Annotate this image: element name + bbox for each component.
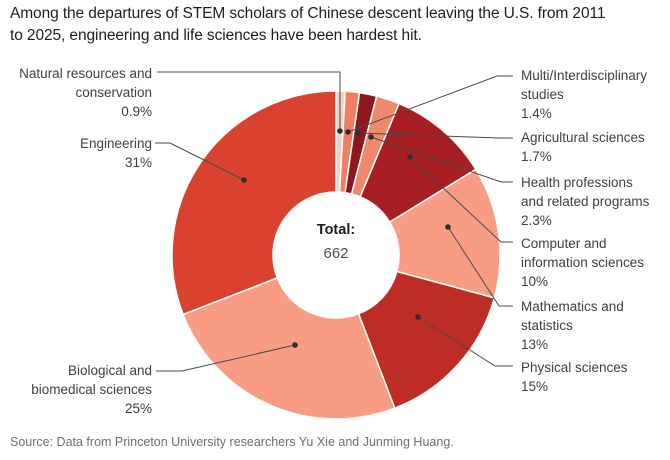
- segment-label-line: conservation: [75, 85, 152, 100]
- total-label: Total:: [316, 222, 356, 238]
- segment-pct-label: 25%: [124, 401, 152, 416]
- segment-pct-label: 15%: [521, 379, 549, 394]
- segment-label-natural-resources: Natural resources and conservation 0.9%: [19, 64, 152, 121]
- leader-dot-natural-resources: [337, 128, 343, 134]
- chart-title-line-1: Among the departures of STEM scholars of…: [10, 5, 606, 22]
- chart-title: Among the departures of STEM scholars of…: [10, 3, 662, 47]
- leader-dot-health-professions: [368, 134, 374, 140]
- leader-line-multi-interdisciplinary: [347, 75, 513, 133]
- leader-dot-biological-biomedical: [292, 342, 298, 348]
- segment-label-engineering: Engineering 31%: [80, 134, 152, 172]
- leader-line-health-professions: [370, 136, 513, 183]
- segment-label-line: statistics: [521, 318, 573, 333]
- total-value: 662: [323, 245, 349, 262]
- pie-segment-engineering: [171, 90, 337, 316]
- segment-label-line: Health professions: [521, 175, 633, 190]
- segment-label-line: Natural resources and: [19, 66, 152, 81]
- segment-label-line: Mathematics and: [521, 299, 624, 314]
- chart-title-line-2: to 2025, engineering and life sciences h…: [10, 27, 422, 44]
- leader-line-computer-information: [409, 156, 513, 243]
- segment-label-line: Biological and: [67, 363, 152, 378]
- source-credit: Source: Data from Princeton University r…: [10, 435, 454, 449]
- segment-label-multi-interdisciplinary: Multi/Interdisciplinary studies 1.4%: [521, 66, 647, 123]
- segment-label-health-professions: Health professions and related programs 2.…: [521, 173, 649, 230]
- leader-line-engineering: [155, 142, 245, 181]
- segment-pct-label: 13%: [521, 337, 549, 352]
- segment-label-agricultural-sciences: Agricultural sciences 1.7%: [521, 128, 645, 166]
- segment-label-biological-biomedical: Biological and biomedical sciences 25%: [31, 361, 152, 418]
- segment-label-line: Multi/Interdisciplinary: [521, 68, 648, 83]
- leader-dot-multi-interdisciplinary: [345, 129, 351, 135]
- segment-pct-label: 1.4%: [521, 106, 552, 121]
- segment-label-line: Engineering: [79, 136, 152, 151]
- segment-label-line: biomedical sciences: [31, 382, 152, 397]
- segment-label-computer-information: Computer and information sciences 10%: [521, 234, 644, 291]
- leader-line-mathematics-statistics: [447, 226, 513, 307]
- segment-label-line: Agricultural sciences: [521, 130, 645, 145]
- leader-line-agricultural-sciences: [357, 132, 513, 139]
- leader-dot-computer-information: [407, 154, 413, 160]
- segment-label-line: Computer and: [521, 236, 607, 251]
- segment-pct-label: 1.7%: [521, 149, 552, 164]
- segment-pct-label: 10%: [521, 274, 549, 289]
- leader-dot-mathematics-statistics: [445, 224, 451, 230]
- leader-line-natural-resources: [157, 71, 341, 131]
- segment-label-line: and related programs: [521, 194, 650, 209]
- leader-dot-physical-sciences: [415, 314, 421, 320]
- pie-segment-physical-sciences: [357, 270, 496, 409]
- leader-line-biological-biomedical: [156, 344, 296, 372]
- segment-label-line: studies: [521, 87, 564, 102]
- segment-pct-label: 2.3%: [521, 213, 552, 228]
- segment-label-line: Physical sciences: [521, 360, 628, 375]
- segment-pct-label: 0.9%: [121, 104, 152, 119]
- pie-segment-biological-biomedical: [182, 277, 396, 420]
- donut-center-text: Total: 662: [276, 222, 396, 262]
- leader-dot-engineering: [241, 177, 247, 183]
- segment-label-mathematics-statistics: Mathematics and statistics 13%: [521, 297, 624, 354]
- leader-dot-agricultural-sciences: [355, 130, 361, 136]
- pie-segment-mathematics-statistics: [388, 168, 501, 299]
- segment-label-physical-sciences: Physical sciences 15%: [521, 358, 628, 396]
- leader-line-physical-sciences: [417, 316, 513, 367]
- segment-pct-label: 31%: [124, 155, 152, 170]
- segment-label-line: information sciences: [521, 255, 645, 270]
